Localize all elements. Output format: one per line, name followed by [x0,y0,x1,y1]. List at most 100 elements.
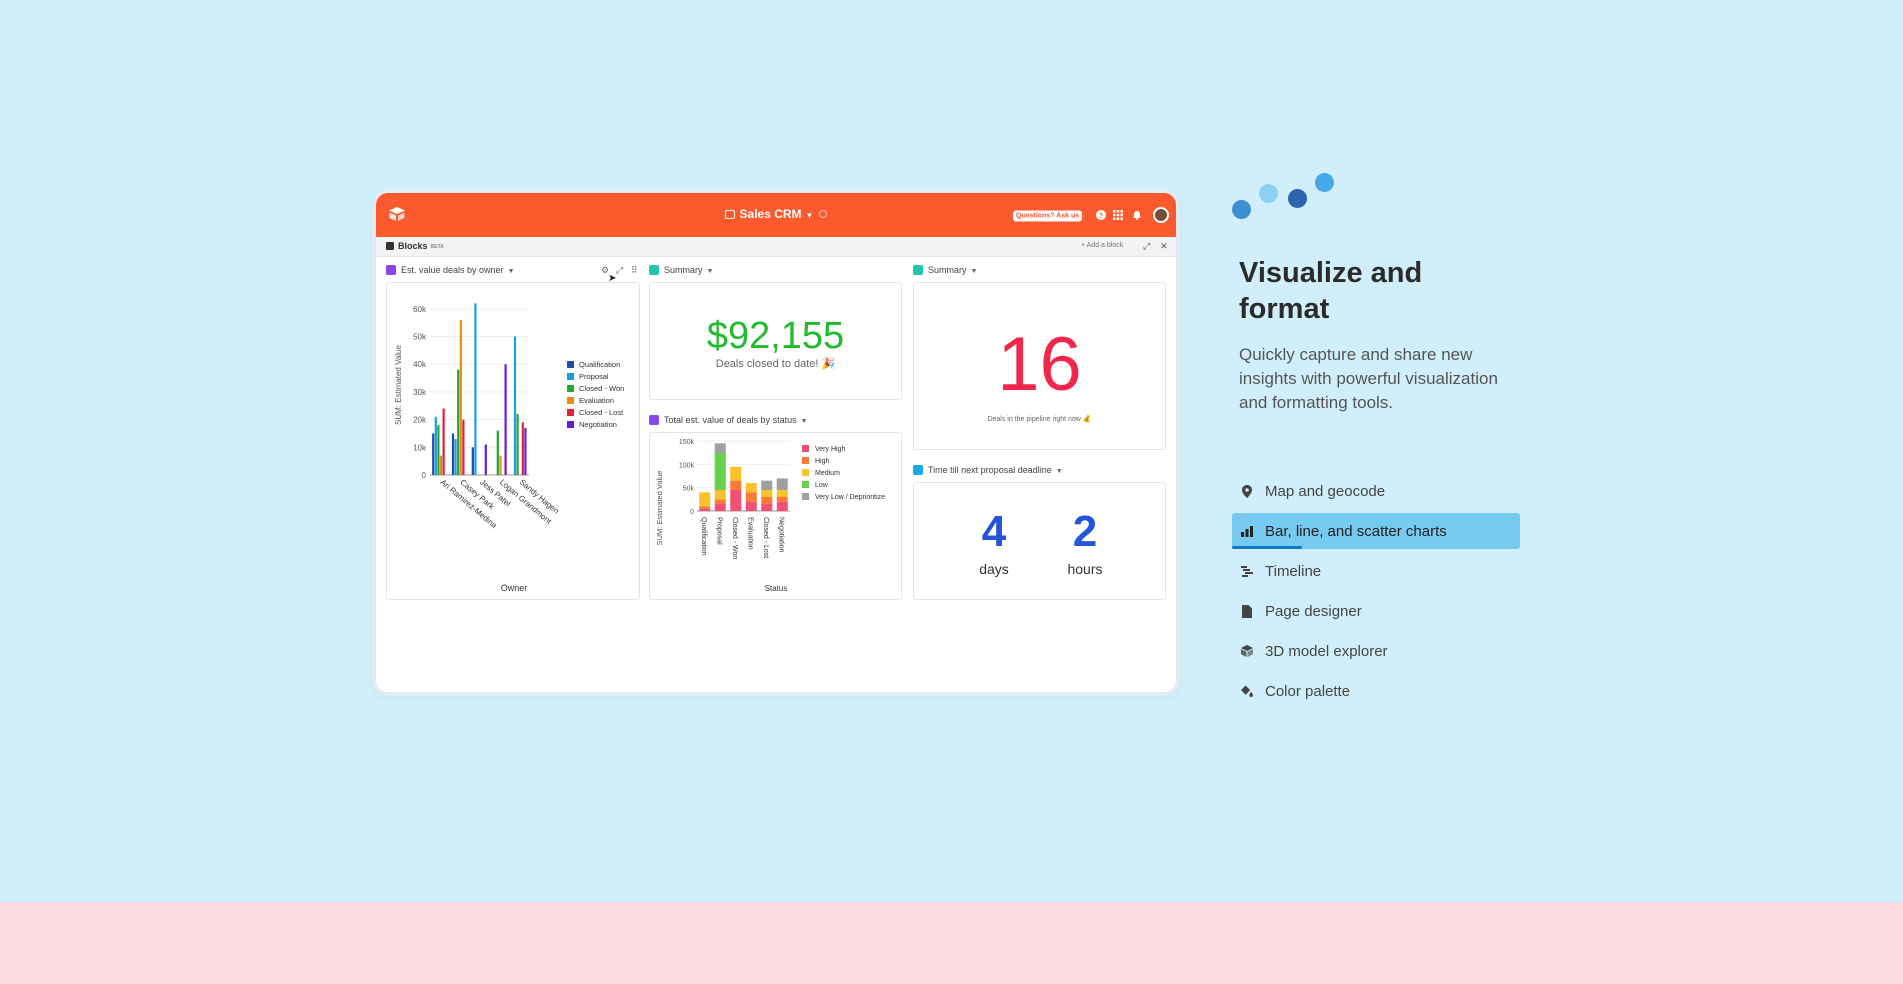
bar-segment [714,499,726,504]
bar-segment [714,452,726,490]
add-block-button[interactable]: + Add a block [1081,242,1124,249]
info-icon[interactable] [819,210,828,218]
feature-3d-model-explorer[interactable]: 3D model explorer [1232,633,1520,669]
bar [454,439,457,475]
legend-swatch [802,493,809,500]
days-label: days [979,561,1009,577]
bar [434,416,437,475]
legend-label: Negotiation [579,420,617,429]
app-window: Sales CRM ▼ Questions? Ask us ? Blocks BET… [372,189,1180,696]
bar-segment [761,497,773,504]
avatar[interactable] [1153,207,1169,223]
summary-deals-value: $92,155 [706,315,845,357]
feature-label: 3D model explorer [1265,642,1388,660]
x-axis-label: Status [765,584,788,593]
decorative-dot [1315,173,1334,192]
status-chart-header[interactable]: Total est. value of deals by status ▼ [649,415,808,425]
bar-segment [699,492,711,507]
legend-label: Very Low / Deprioritize [815,494,885,501]
hours-label: hours [1067,561,1103,577]
bar-segment [776,501,788,511]
apps-grid-icon[interactable] [1113,210,1123,220]
expand-icon[interactable]: ⤢ [1143,241,1151,251]
bar [524,427,527,475]
countdown-panel: 4 days 2 hours [913,482,1166,600]
bar-chart-icon [1241,524,1253,538]
summary-pipeline-title: Summary [928,265,967,275]
expand-icon[interactable]: ⤢ [616,265,624,275]
status-chart-panel: 0 50k 100k 150k Qualification Proposal Closed … [649,432,902,600]
countdown-block-icon [913,465,923,475]
feature-label: Map and geocode [1265,482,1386,500]
bar [496,430,499,475]
legend-label: Closed - Lost [579,408,624,417]
chart-block-icon [386,265,396,275]
summary-deals-header[interactable]: Summary ▼ [649,265,713,275]
y-tick-label: 50k [413,333,427,342]
chevron-down-icon: ▼ [805,211,814,220]
decorative-dot [1259,184,1278,203]
bar [499,455,502,475]
legend-label: Qualification [579,360,620,369]
feature-map-and-geocode[interactable]: Map and geocode [1232,473,1520,509]
y-tick-label: 150k [679,439,695,446]
feature-label: Page designer [1265,602,1362,620]
blocks-label: Blocks BETA [386,241,444,251]
subhead: Quickly capture and share new insights w… [1239,345,1498,412]
feature-timeline[interactable]: Timeline [1232,553,1520,589]
status-chart-title: Total est. value of deals by status [664,415,797,425]
countdown-header[interactable]: Time till next proposal deadline ▼ [913,465,1063,475]
summary-pipeline-header[interactable]: Summary ▼ [913,265,977,275]
feature-color-palette[interactable]: Color palette [1232,673,1520,709]
bottom-strip [0,902,1903,984]
x-tick-label: Closed - Lost [762,517,769,558]
chevron-down-icon: ▼ [507,268,515,275]
legend-label: Low [815,482,829,489]
owner-chart-header[interactable]: Est. value deals by owner ▼ [386,265,515,275]
ask-us-button[interactable]: Questions? Ask us [1013,210,1083,222]
chevron-down-icon: ▼ [800,418,808,425]
legend-label: Very High [815,446,845,453]
feature-label: Color palette [1265,682,1351,700]
drag-handle-icon[interactable]: ⠿ [631,265,638,275]
timeline-icon [1241,564,1253,578]
bar [451,433,455,475]
feature-bar-line-scatter-charts[interactable]: Bar, line, and scatter charts [1232,513,1520,549]
summary-pipeline-panel: 16 Deals in the pipeline right now 💰 [913,282,1166,450]
top-bar: Sales CRM ▼ Questions? Ask us ? [376,193,1176,237]
paint-bucket-icon [1241,684,1253,698]
summary-block-icon [913,265,923,275]
gear-icon[interactable]: ⚙ [601,265,610,275]
hours-value: 2 [1072,507,1098,556]
airtable-logo-icon[interactable] [388,206,406,222]
svg-text:?: ? [1099,213,1103,220]
bar [484,444,487,475]
y-tick-label: 50k [683,486,695,493]
y-axis-label: SUM: Estimated Value [394,345,403,425]
bar [439,455,443,475]
bar-segment [745,492,757,502]
close-icon[interactable]: ✕ [1160,241,1168,251]
help-icon[interactable]: ? [1096,210,1106,220]
bar-segment [730,490,742,511]
feature-page-designer[interactable]: Page designer [1232,593,1520,629]
blocks-title: Blocks [398,241,428,251]
legend-swatch [567,385,574,392]
page-icon [1241,604,1253,618]
legend-label: Medium [815,470,840,477]
base-title[interactable]: Sales CRM ▼ [376,207,1176,221]
chevron-down-icon: ▼ [970,268,978,275]
legend-label: Evaluation [579,396,614,405]
bar-segment [730,480,742,490]
bar-segment [745,483,757,493]
bell-icon[interactable] [1132,210,1142,220]
beta-badge: BETA [430,244,444,250]
base-name: Sales CRM [739,207,802,221]
x-tick-label: Qualification [700,517,707,556]
status-chart[interactable]: 0 50k 100k 150k Qualification Proposal Closed … [650,433,903,601]
legend-label: Proposal [579,372,609,381]
y-axis-label: SUM: Estimated Value [655,471,664,546]
summary-block-icon [649,265,659,275]
bar [432,433,435,475]
